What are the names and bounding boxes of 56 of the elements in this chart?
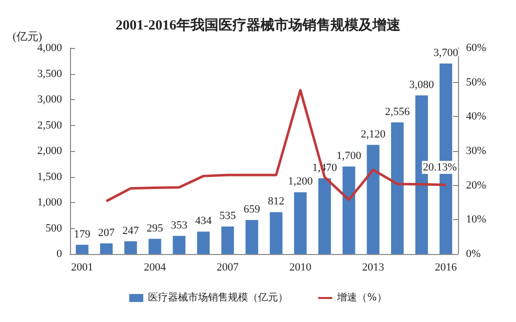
data-label: 2,556 (385, 106, 410, 118)
data-label: 207 (98, 226, 116, 239)
y-tick-label: 2,000 (37, 145, 62, 157)
bar (76, 244, 88, 254)
y2-tick-label: 10% (466, 214, 486, 226)
data-label: 179 (74, 228, 91, 240)
x-tick-label: 2007 (216, 262, 240, 274)
y-tick-label: 500 (46, 222, 62, 234)
bar (100, 243, 113, 254)
bar (172, 236, 186, 254)
x-tick-label: 2001 (71, 262, 94, 274)
bar (391, 122, 404, 254)
data-label: 353 (170, 219, 188, 232)
bar (318, 178, 331, 254)
legend-label: 医疗器械市场销售规模（亿元） (148, 292, 288, 304)
y-tick-label: 3,500 (37, 68, 62, 80)
data-label: 812 (268, 196, 284, 208)
x-tick-label: 2013 (362, 262, 385, 274)
y-axis-title: (亿元) (12, 31, 42, 44)
bar (270, 212, 282, 254)
chart-title: 2001-2016年我国医疗器械市场销售规模及增速 (116, 16, 402, 34)
data-label: 1,700 (336, 150, 362, 162)
y-tick-label: 0 (56, 248, 62, 260)
y2-tick-label: 0% (466, 248, 481, 260)
y-tick-label: 2,500 (37, 119, 62, 132)
bar (366, 144, 380, 254)
y-tick-label: 1,000 (37, 196, 62, 208)
data-label: 3,080 (409, 78, 434, 91)
data-label: 3,700 (434, 46, 459, 59)
y2-tick-label: 30% (466, 145, 486, 157)
bar (124, 241, 137, 254)
y2-tick-label: 60% (466, 42, 486, 54)
x-tick-label: 2010 (289, 262, 312, 274)
x-tick-label: 2004 (144, 262, 166, 274)
data-label: 247 (122, 224, 140, 237)
data-label: 295 (146, 222, 164, 234)
y2-tick-label: 50% (466, 76, 486, 88)
data-label: 1,200 (288, 176, 314, 188)
y-tick-label: 4,000 (37, 42, 62, 54)
legend-label: 增速（%） (336, 292, 387, 304)
data-label: 659 (244, 204, 261, 216)
y2-tick-label: 40% (466, 110, 486, 123)
x-tick-label: 2016 (434, 262, 458, 274)
data-label: 434 (195, 215, 212, 228)
bar (148, 238, 162, 254)
bar (197, 232, 210, 254)
bar (221, 226, 234, 254)
y-tick-label: 3,000 (37, 94, 62, 106)
y-tick-label: 1,500 (37, 170, 62, 183)
data-label: 535 (219, 210, 236, 222)
bar (342, 166, 356, 254)
bar (294, 192, 307, 254)
bar (246, 220, 258, 254)
data-label: 20.13% (422, 161, 457, 174)
data-label: 2,120 (360, 128, 386, 140)
y2-tick-label: 20% (466, 179, 486, 192)
